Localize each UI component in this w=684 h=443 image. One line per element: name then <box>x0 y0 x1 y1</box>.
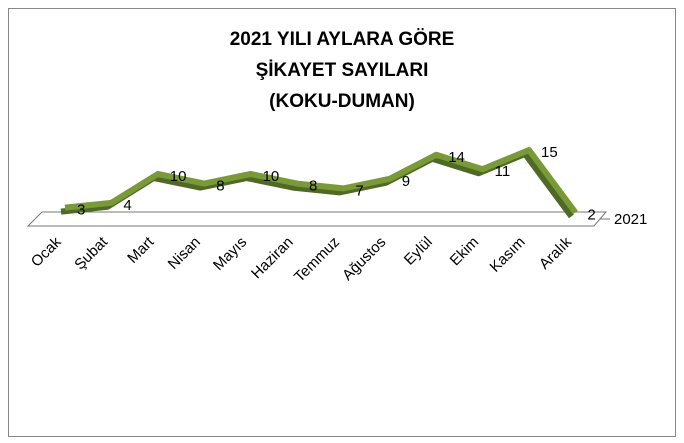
data-label: 15 <box>541 144 558 161</box>
data-label: 2 <box>587 206 595 223</box>
data-label: 7 <box>355 182 363 199</box>
floor <box>26 211 608 227</box>
data-label: 11 <box>495 163 511 180</box>
data-label: 8 <box>309 178 317 195</box>
chart-title: ŞİKAYET SAYILARI <box>256 60 429 81</box>
legend-label: 2021 <box>614 211 647 228</box>
data-label: 10 <box>263 168 280 185</box>
chart-title: 2021 YILI AYLARA GÖRE <box>230 29 455 50</box>
data-label: 9 <box>402 173 410 190</box>
data-label: 8 <box>216 178 224 195</box>
data-label: 4 <box>123 197 131 214</box>
data-label: 14 <box>448 149 465 166</box>
data-label: 3 <box>77 202 85 219</box>
data-label: 10 <box>170 168 187 185</box>
line <box>64 147 578 215</box>
chart-title: (KOKU-DUMAN) <box>269 91 415 112</box>
